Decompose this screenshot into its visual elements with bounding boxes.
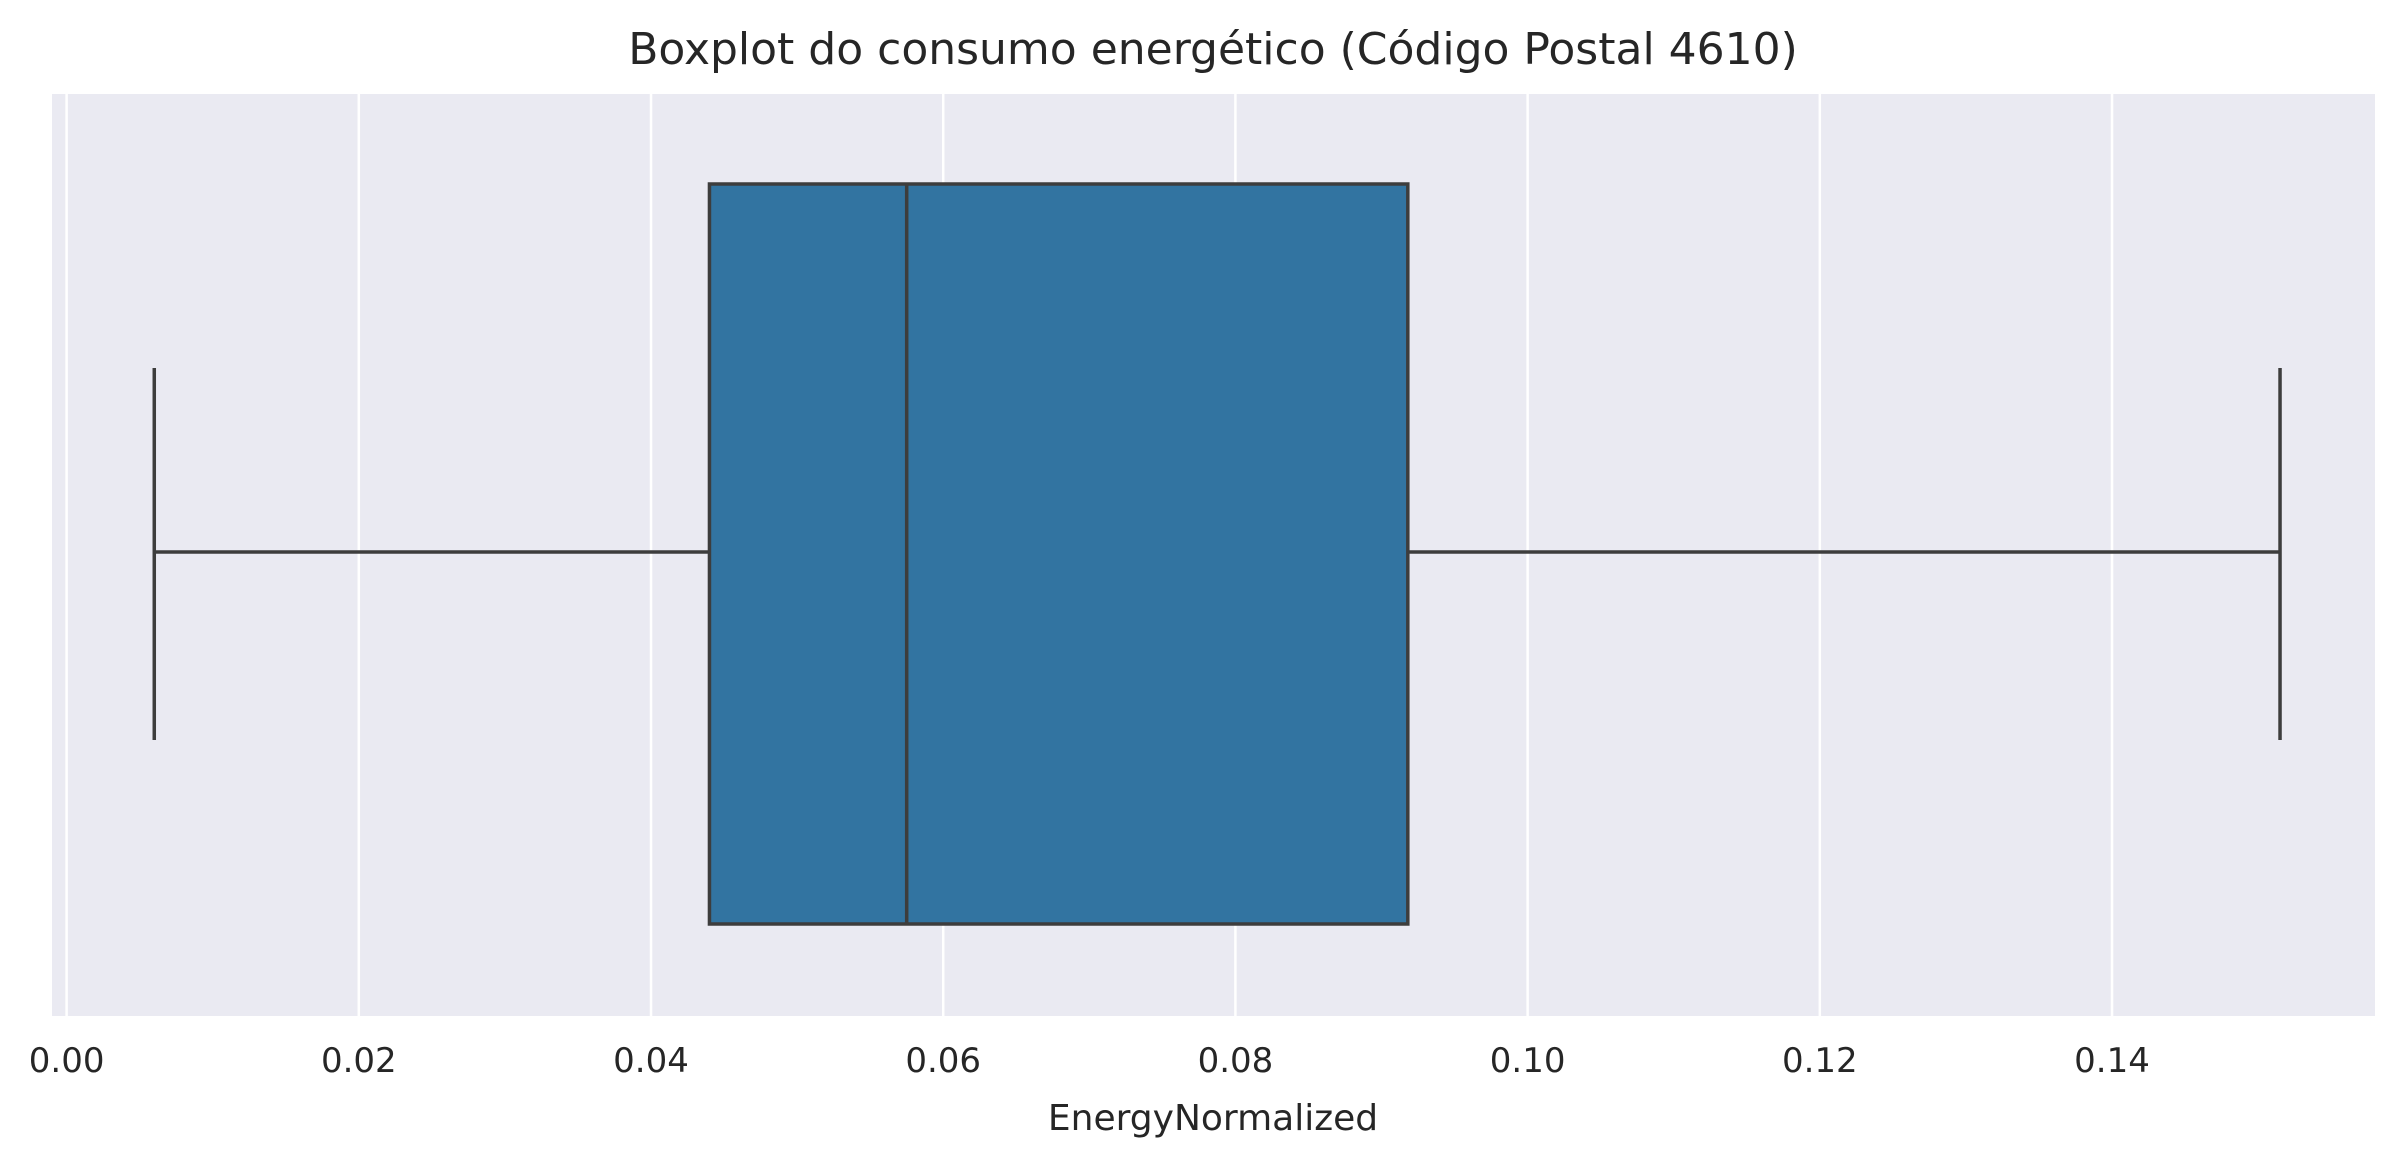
x-tick-label: 0.04 (613, 1041, 689, 1081)
x-tick-labels: 0.00 0.02 0.04 0.06 0.08 0.10 0.12 0.14 (29, 1041, 2150, 1081)
chart-title: Boxplot do consumo energético (Código Po… (628, 24, 1798, 75)
x-tick-label: 0.00 (29, 1041, 105, 1081)
x-tick-label: 0.10 (1490, 1041, 1566, 1081)
boxplot (152, 182, 2282, 926)
x-tick-label: 0.06 (905, 1041, 981, 1081)
x-axis-label: EnergyNormalized (1048, 1098, 1378, 1139)
iqr-box (707, 182, 1410, 926)
x-tick-label: 0.08 (1198, 1041, 1274, 1081)
x-tick-label: 0.14 (2074, 1041, 2150, 1081)
x-tick-label: 0.12 (1782, 1041, 1858, 1081)
x-tick-label: 0.02 (321, 1041, 397, 1081)
